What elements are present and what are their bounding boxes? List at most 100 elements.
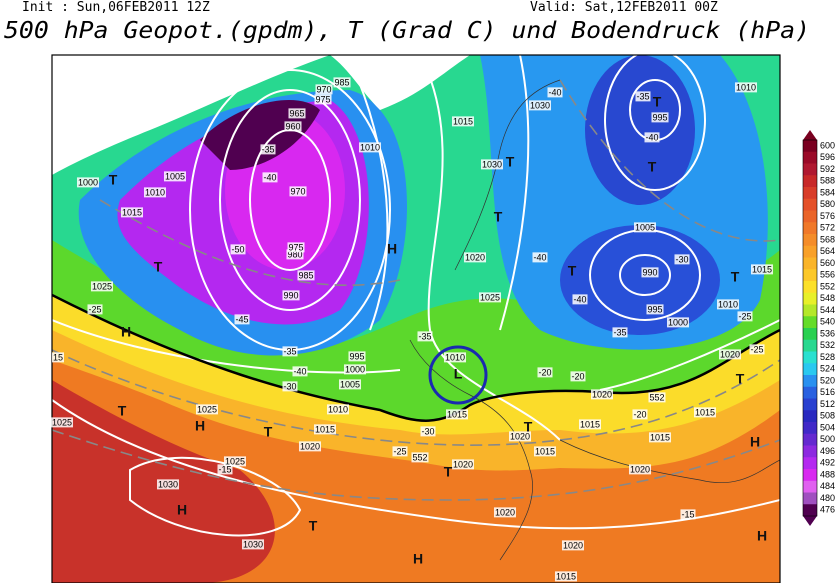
pressure-center: T [154,259,163,275]
colorbar-swatch [803,151,817,164]
isoline-label: 1000 [668,317,688,327]
label-backdrop [314,94,332,105]
label-backdrop [641,267,659,278]
colorbar-swatch [803,410,817,423]
colorbar-swatch [803,245,817,258]
colorbar-swatch [803,328,817,341]
isoline-label: 1015 [580,419,600,429]
label-backdrop [348,351,366,362]
isoline-label: 1015 [752,264,772,274]
isoline-label: 980 [287,249,302,259]
pressure-center: H [757,528,767,544]
colorbar-label: 552 [820,281,835,291]
isoline-label: 552 [649,392,664,402]
isoline-label: 1010 [360,142,380,152]
isoline-label: 985 [298,270,313,280]
map-area [52,55,780,583]
colorbar-swatch [803,269,817,282]
isoline-label: 1015 [650,432,670,442]
isoline-label: -40 [573,294,586,304]
colorbar-label: 524 [820,364,835,374]
label-backdrop [451,459,475,470]
low-east [560,225,720,335]
label-backdrop [651,112,669,123]
isoline-label: 1025 [92,281,112,291]
isoline-label: 1020 [720,349,740,359]
isoline-label: -35 [261,144,274,154]
pressure-center: T [524,419,533,435]
isoline-label: 990 [283,290,298,300]
colorbar-label: 484 [820,481,835,491]
label-backdrop [532,252,548,263]
isoline-label: 1020 [465,252,485,262]
isoline-label: -20 [571,371,584,381]
isoline-label: 1005 [340,379,360,389]
colorbar-label: 492 [820,458,835,468]
colorbar-label: 576 [820,211,835,221]
label-backdrop [554,571,578,582]
colorbar-label: 504 [820,422,835,432]
label-backdrop [547,87,563,98]
isoline-label: -45 [235,314,248,324]
isoline-label: 1015 [535,446,555,456]
label-backdrop [313,424,337,435]
isoline-label: 1015 [453,116,473,126]
isoline-label: 1010 [145,187,165,197]
pressure-center: H [195,418,205,434]
colorbar-swatch [803,316,817,329]
label-backdrop [90,281,114,292]
label-backdrop [315,84,333,95]
pressure-center: T [309,518,318,534]
label-backdrop [260,144,276,155]
valid-time: Valid: Sat,12FEB2011 00Z [530,0,718,15]
isoline-label: 1025 [197,404,217,414]
colorbar-label: 596 [820,152,835,162]
colorbar-label: 496 [820,446,835,456]
pressure-center: H [750,434,760,450]
isoline-label: 1020 [300,441,320,451]
isoline-label: 995 [349,351,364,361]
init-time: Init : Sun,06FEB2011 12Z [22,0,210,15]
isoline-label: -25 [88,304,101,314]
label-backdrop [297,270,315,281]
label-backdrop [590,389,614,400]
colorbar-swatch [803,163,817,176]
label-backdrop [451,116,475,127]
isoline-label: -20 [633,409,646,419]
colorbar-label: 568 [820,234,835,244]
label-backdrop [156,479,180,490]
colorbar: 6005965925885845805765725685645605565525… [802,130,835,526]
label-backdrop [680,509,696,520]
label-backdrop [628,464,652,475]
label-backdrop [262,172,278,183]
label-backdrop [288,108,306,119]
isoline-label: 1015 [122,207,142,217]
isoline-label: -40 [293,366,306,376]
label-backdrop [289,186,307,197]
label-backdrop [633,222,657,233]
label-backdrop [76,177,100,188]
label-backdrop [612,327,628,338]
colorbar-swatch [803,210,817,223]
colorbar-swatch [803,504,817,517]
label-backdrop [392,446,408,457]
isoline-label: 1005 [165,171,185,181]
isoline-label: 1020 [630,464,650,474]
isoline-label: -25 [750,344,763,354]
label-backdrop [411,452,429,463]
map-title: 500 hPa Geopot.(gpdm), T (Grad C) und Bo… [4,18,810,44]
label-backdrop [716,299,740,310]
colorbar-swatch [803,198,817,211]
colorbar-swatch [803,375,817,388]
isoline-label: 995 [652,112,667,122]
label-backdrop [443,352,467,363]
label-backdrop [120,207,144,218]
isoline-label: 990 [642,267,657,277]
pressure-center: T [653,94,662,110]
colorbar-swatch [803,445,817,458]
map-labels: 10001010101510051025-2515102510251025-15… [50,77,774,582]
pressure-center: T [494,209,503,225]
pressure-center: T [506,154,515,170]
map-frame [51,54,781,583]
